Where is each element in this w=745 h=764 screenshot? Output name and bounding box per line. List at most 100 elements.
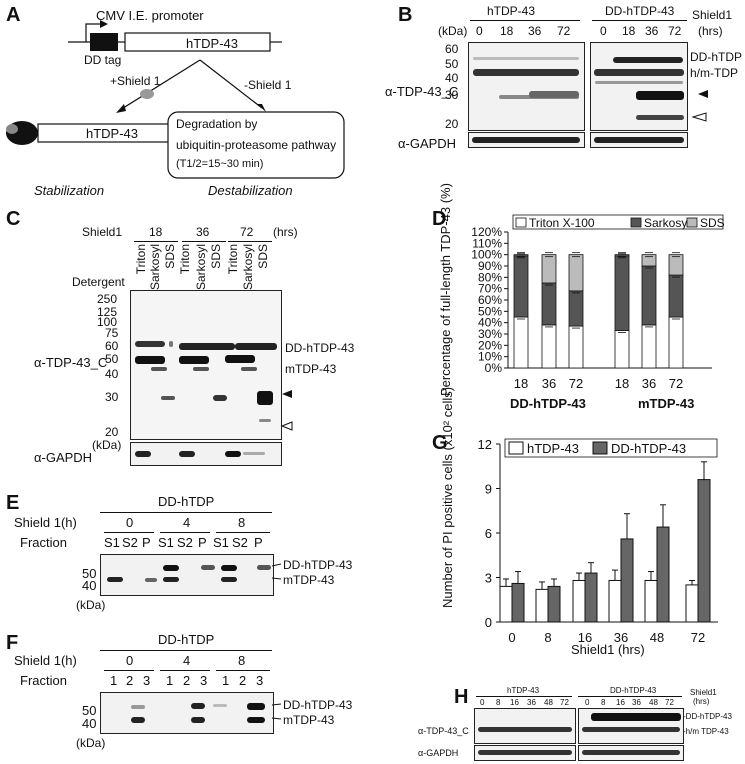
kda-label: (kDa) (92, 438, 122, 452)
band-label-dd: DD-hTDP-43 (283, 558, 353, 572)
blot-dd-h (578, 708, 684, 744)
legend-swatch (686, 217, 698, 228)
band-label-dd: -DD-hTDP-43 (683, 712, 732, 721)
group-label: DD-hTDP-43 (510, 396, 586, 411)
time-label: 8 (496, 698, 501, 707)
stabilized-construct-label: hTDP-43 (86, 126, 139, 141)
panel-label-f: F (6, 632, 19, 654)
time-label: 18 (149, 225, 163, 239)
fraction-lane: S1 (158, 535, 174, 550)
x-tick-label: 8 (544, 630, 551, 645)
legend-label: DD-hTDP-43 (611, 441, 686, 456)
blot-fraction-e (100, 554, 274, 596)
antibody-label: α-TDP-43_C (34, 355, 108, 370)
time-label: 36 (527, 698, 536, 707)
loading-label: α-GAPDH (398, 136, 457, 151)
time-bar (104, 532, 154, 533)
bar (685, 584, 699, 623)
fraction-lane: S2 (122, 535, 138, 550)
plus-shield-label: +Shield 1 (110, 74, 161, 88)
gapdh-blot (130, 442, 282, 466)
fraction-lane: 3 (143, 673, 151, 688)
time-label: 36 (645, 24, 659, 38)
y-tick-label: 70% (478, 282, 502, 296)
marker-label: 75 (105, 326, 119, 340)
time-label: 72 (560, 698, 569, 707)
x-tick-label: 0 (508, 630, 515, 645)
y-tick-label: 20% (478, 338, 502, 352)
x-tick-label: 72 (691, 630, 705, 645)
fraction-lane: P (142, 535, 151, 550)
time-label: 0 (480, 698, 485, 707)
bar (547, 585, 561, 623)
time-bar (104, 670, 154, 671)
y-tick-label: 6 (485, 526, 492, 541)
band-label-dd: DD-hTDP-43 (285, 341, 355, 355)
bar (644, 579, 658, 623)
fraction-lane: 1 (110, 673, 118, 688)
y-tick-label: 9 (485, 482, 492, 497)
fraction-lane: S1 (104, 535, 120, 550)
group-label-dd: DD-hTDP-43 (610, 686, 657, 695)
time-label: 72 (665, 698, 674, 707)
y-tick-label: 0 (485, 615, 492, 630)
degradation-line1: Degradation by (176, 117, 258, 131)
time-label: 16 (616, 698, 625, 707)
blot-dd-htdp (590, 42, 688, 131)
time-label: 72 (240, 225, 254, 239)
ddtag-label: DD tag (84, 53, 122, 67)
detergent-label: Detergent (72, 275, 125, 289)
marker-label: 60 (445, 42, 459, 56)
x-tick-label: 72 (669, 376, 683, 391)
legend-label: SDS (700, 216, 725, 230)
legend-label: Triton X-100 (529, 216, 595, 230)
y-tick-label: 100% (471, 248, 502, 262)
fraction-lane: 1 (166, 673, 174, 688)
construct-diagram (6, 20, 345, 179)
time-label: 48 (544, 698, 553, 707)
bar-segment (641, 254, 657, 267)
y-tick-label: 60% (478, 293, 502, 307)
stabilization-label: Stabilization (34, 183, 105, 198)
fraction-lane: P (254, 535, 263, 550)
marker-label: 100 (97, 315, 118, 329)
bar-segment (541, 254, 557, 284)
group-title: DD-hTDP (158, 494, 215, 509)
gapdh-blot-htdp-h (474, 745, 576, 761)
legend-box (512, 214, 724, 230)
shield-label: Shield 1(h) (14, 653, 77, 668)
kda-label: (kDa) (76, 598, 106, 612)
time-label: 18 (500, 24, 514, 38)
marker-label: 40 (445, 71, 459, 85)
loading-label: α-GAPDH (418, 748, 459, 758)
gapdh-blot-dd-h (578, 745, 684, 761)
time-label: 8 (601, 698, 606, 707)
bar (499, 585, 513, 623)
marker-label: 50 (445, 57, 459, 71)
time-bar (216, 532, 270, 533)
hrs-label: (hrs) (698, 24, 723, 38)
time-label: 48 (649, 698, 658, 707)
legend-swatch (630, 217, 642, 228)
legend-swatch (515, 217, 527, 228)
antibody-label: α-TDP-43_C (418, 726, 469, 736)
legend-label: Sarkosyl (644, 216, 690, 230)
blot-fraction-f (100, 692, 274, 734)
group-bar-dd (592, 20, 687, 21)
band-label-m: mTDP-43 (283, 573, 335, 587)
x-tick-label: 72 (569, 376, 583, 391)
bar-segment (513, 254, 529, 257)
x-tick-label: 18 (514, 376, 528, 391)
y-tick-label: 50% (478, 304, 502, 318)
fraction-lane: S2 (177, 535, 193, 550)
marker-label: 50 (82, 703, 97, 718)
marker-label: 20 (445, 117, 459, 131)
arrowheads-b (691, 90, 708, 122)
panel-label-h: H (454, 686, 469, 708)
marker-label: 20 (105, 425, 119, 439)
fraction-lane: P (198, 535, 207, 550)
panel-label-a: A (6, 4, 21, 26)
panel-label-e: E (6, 492, 20, 514)
